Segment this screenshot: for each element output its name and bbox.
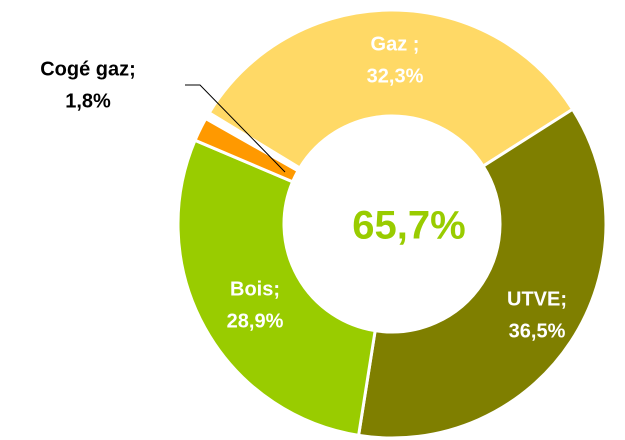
leader-line xyxy=(185,84,286,173)
segment-label: Cogé gaz; xyxy=(40,58,136,80)
donut-segment xyxy=(207,8,575,170)
value-label: 1,8% xyxy=(65,90,111,112)
segment-label: UTVE; xyxy=(507,288,567,310)
value-label: 32,3% xyxy=(367,65,424,87)
donut-segment xyxy=(193,116,301,184)
donut-segment xyxy=(176,138,377,438)
center-label: 65,7% xyxy=(352,204,465,248)
value-label: 28,9% xyxy=(227,310,284,332)
segment-label: Gaz ; xyxy=(371,33,420,55)
segment-label: Bois; xyxy=(230,278,280,300)
donut-segment xyxy=(356,107,608,440)
value-label: 36,5% xyxy=(509,320,566,342)
